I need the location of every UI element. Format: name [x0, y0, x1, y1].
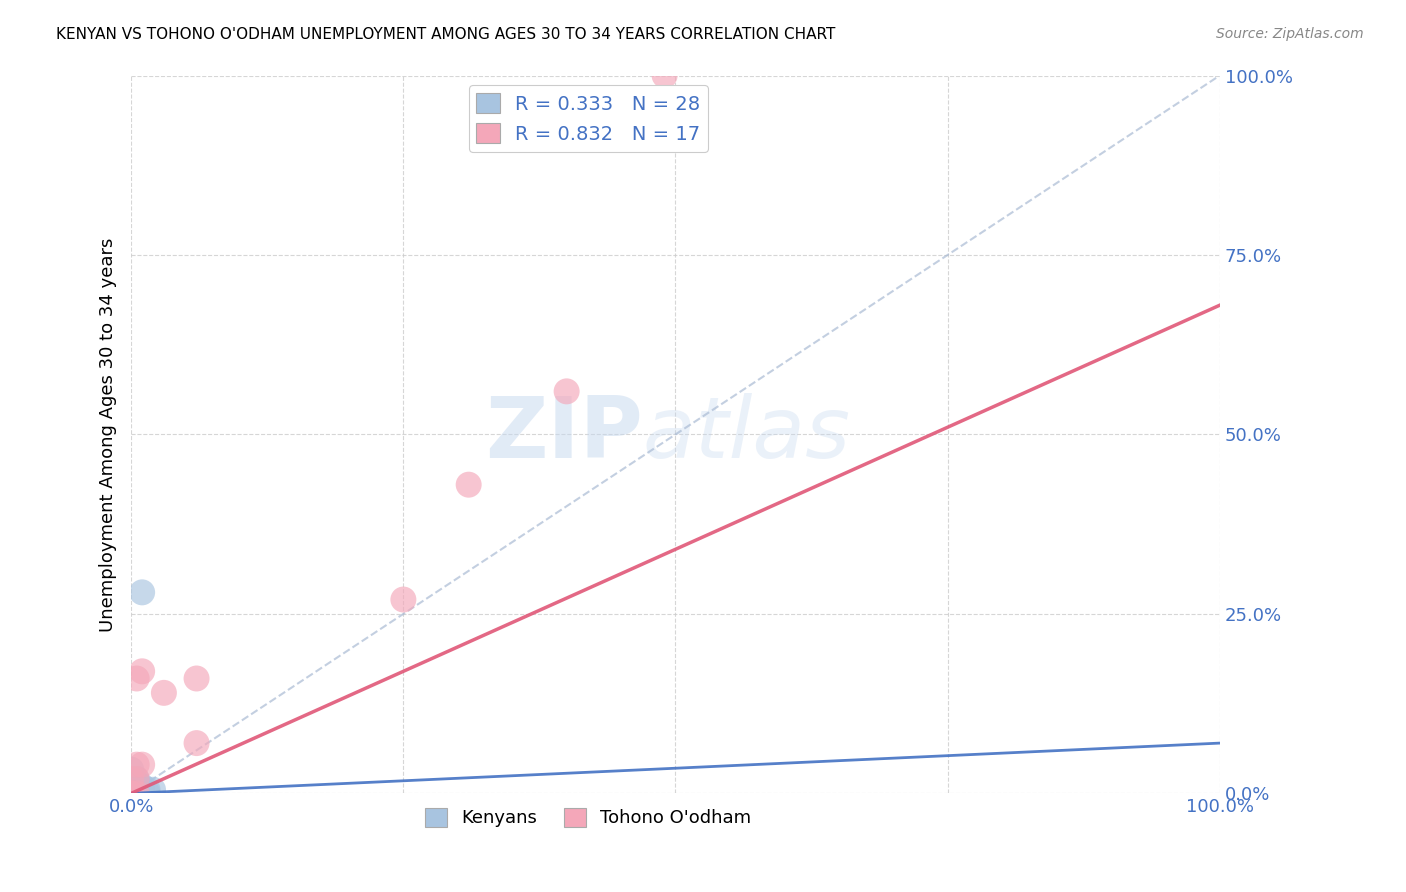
- Point: [120, 786, 142, 800]
- Point: [125, 757, 148, 772]
- Point: [125, 786, 148, 800]
- Point: [186, 736, 208, 750]
- Point: [120, 779, 142, 793]
- Point: [136, 786, 159, 800]
- Point: [120, 786, 142, 800]
- Point: [186, 672, 208, 686]
- Point: [125, 772, 148, 786]
- Point: [392, 592, 415, 607]
- Point: [125, 672, 148, 686]
- Point: [654, 69, 676, 83]
- Point: [136, 782, 159, 797]
- Point: [120, 786, 142, 800]
- Point: [125, 786, 148, 800]
- Point: [131, 786, 153, 800]
- Point: [120, 786, 142, 800]
- Point: [120, 786, 142, 800]
- Text: ZIP: ZIP: [485, 393, 643, 476]
- Point: [125, 782, 148, 797]
- Point: [457, 477, 479, 491]
- Point: [120, 786, 142, 800]
- Text: KENYAN VS TOHONO O'ODHAM UNEMPLOYMENT AMONG AGES 30 TO 34 YEARS CORRELATION CHAR: KENYAN VS TOHONO O'ODHAM UNEMPLOYMENT AM…: [56, 27, 835, 42]
- Point: [131, 665, 153, 679]
- Text: atlas: atlas: [643, 393, 851, 476]
- Point: [153, 686, 176, 700]
- Point: [120, 772, 142, 786]
- Text: Source: ZipAtlas.com: Source: ZipAtlas.com: [1216, 27, 1364, 41]
- Point: [120, 782, 142, 797]
- Point: [125, 772, 148, 786]
- Point: [125, 786, 148, 800]
- Point: [131, 779, 153, 793]
- Y-axis label: Unemployment Among Ages 30 to 34 years: Unemployment Among Ages 30 to 34 years: [100, 237, 117, 632]
- Point: [125, 775, 148, 789]
- Point: [120, 782, 142, 797]
- Point: [131, 757, 153, 772]
- Point: [120, 786, 142, 800]
- Point: [120, 786, 142, 800]
- Point: [131, 782, 153, 797]
- Point: [120, 786, 142, 800]
- Legend: Kenyans, Tohono O'odham: Kenyans, Tohono O'odham: [418, 801, 759, 835]
- Point: [555, 384, 578, 399]
- Point: [120, 786, 142, 800]
- Point: [120, 786, 142, 800]
- Point: [120, 786, 142, 800]
- Point: [131, 786, 153, 800]
- Point: [142, 782, 165, 797]
- Point: [120, 763, 142, 777]
- Point: [131, 585, 153, 599]
- Point: [125, 786, 148, 800]
- Point: [120, 786, 142, 800]
